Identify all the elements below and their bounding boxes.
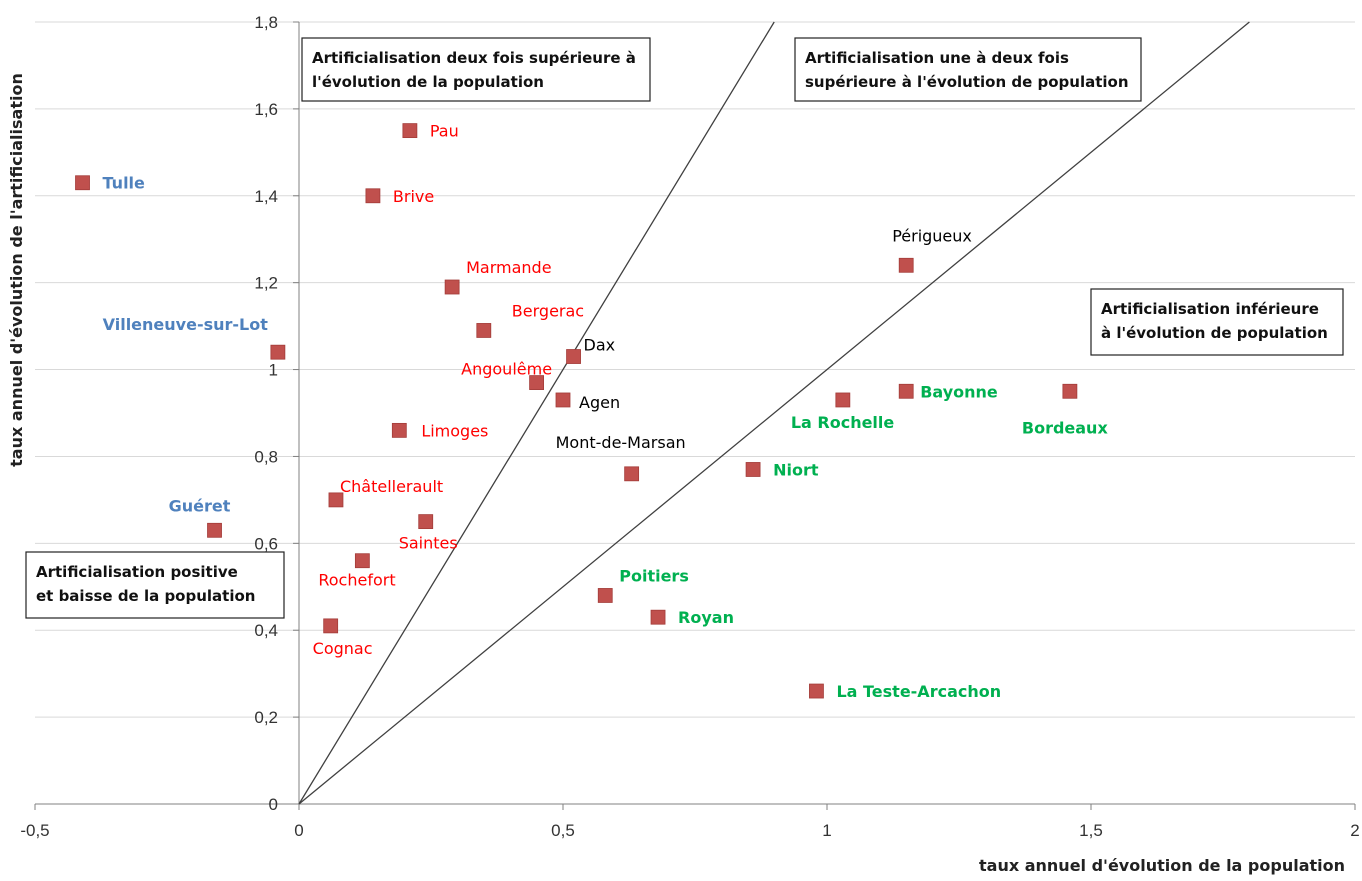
point-label: Bergerac [512, 301, 584, 320]
data-point [835, 392, 851, 408]
annotation-text: à l'évolution de population [1101, 324, 1328, 342]
data-point [597, 588, 613, 603]
point-label: Guéret [169, 496, 231, 515]
gridlines [35, 21, 1355, 718]
annotation-text: Artificialisation une à deux fois [805, 49, 1069, 67]
point-label: Villeneuve-sur-Lot [103, 315, 269, 334]
point-label: Tulle [103, 174, 146, 193]
x-tick-label: 1 [822, 821, 831, 840]
data-point [402, 123, 418, 139]
data-point [207, 522, 222, 538]
x-tick-label: 2 [1350, 821, 1359, 840]
point-label: Marmande [466, 258, 551, 277]
y-tick-label: 0 [269, 795, 278, 814]
point-label: La Teste-Arcachon [836, 682, 1001, 701]
data-point [745, 462, 761, 477]
data-point [365, 188, 381, 204]
annotation-text: Artificialisation deux fois supérieure à [312, 49, 636, 67]
y-tick-label: 1,6 [254, 100, 278, 119]
x-tick-label: 0 [294, 821, 303, 840]
x-tick-label: -0,5 [20, 821, 49, 840]
y-tick-label: 1 [269, 361, 278, 380]
data-point [328, 492, 344, 508]
x-axis-title: taux annuel d'évolution de la population [979, 856, 1345, 875]
point-label: Saintes [399, 534, 458, 553]
tick-labels: 0 0,2 0,4 0,6 0,8 1 1,2 1,4 1,6 1,8 -0,5 0 0,5 1 1,5 2 [20, 13, 1359, 840]
data-point [650, 609, 666, 625]
annotation-boxes: Artificialisation deux fois supérieure à… [25, 37, 1344, 619]
y-tick-label: 0,8 [254, 447, 278, 466]
annotation-text: et baisse de la population [36, 587, 255, 605]
annotation-box [25, 551, 285, 619]
point-labels: Tulle Villeneuve-sur-Lot Guéret Pau Brive Mar… [103, 122, 1109, 701]
y-tick-label: 0,4 [254, 621, 278, 640]
point-label: Cognac [313, 639, 373, 658]
annotation-text: l'évolution de la population [312, 73, 544, 91]
point-label: Angoulême [461, 360, 552, 379]
data-point [270, 344, 286, 360]
axes [34, 21, 1356, 810]
data-point [476, 323, 492, 338]
data-point [323, 618, 339, 634]
data-points [75, 123, 1078, 699]
point-label: Royan [678, 608, 734, 627]
y-tick-label: 0,2 [254, 708, 278, 727]
data-point [391, 422, 407, 438]
data-point [354, 553, 370, 569]
annotation-box [301, 37, 651, 102]
point-label: Poitiers [619, 566, 689, 585]
point-label: Périgueux [892, 226, 972, 245]
point-label: Limoges [421, 421, 488, 440]
x-tick-label: 0,5 [551, 821, 575, 840]
annotation-box [794, 37, 1142, 102]
data-point [898, 257, 914, 273]
data-point [1062, 383, 1078, 399]
data-point [529, 375, 544, 390]
point-label: Rochefort [318, 571, 395, 590]
data-point [555, 392, 571, 408]
point-label: Agen [579, 393, 620, 412]
data-point [809, 683, 824, 699]
point-label: Châtellerault [340, 477, 443, 496]
point-label: La Rochelle [791, 413, 895, 432]
data-point [624, 466, 640, 482]
point-label: Pau [430, 122, 459, 141]
annotation-text: supérieure à l'évolution de population [805, 73, 1129, 91]
annotation-box [1090, 288, 1344, 356]
data-point [418, 514, 434, 530]
point-label: Bordeaux [1022, 418, 1109, 437]
point-label: Niort [773, 460, 819, 479]
point-label: Dax [584, 336, 616, 355]
x-tick-label: 1,5 [1079, 821, 1103, 840]
y-axis-title: taux annuel d'évolution de l'artificiali… [7, 73, 26, 467]
data-point [566, 349, 581, 364]
y-tick-label: 1,2 [254, 274, 278, 293]
reference-line [298, 21, 1250, 805]
y-tick-label: 0,6 [254, 534, 278, 553]
annotation-text: Artificialisation inférieure [1101, 300, 1319, 318]
annotation-text: Artificialisation positive [36, 563, 238, 581]
reference-line [298, 21, 775, 805]
data-point [75, 175, 90, 191]
y-tick-label: 1,4 [254, 187, 278, 206]
point-label: Brive [393, 187, 434, 206]
data-point [444, 279, 460, 295]
point-label: Bayonne [920, 382, 998, 401]
point-label: Mont-de-Marsan [556, 433, 686, 452]
y-tick-label: 1,8 [254, 13, 278, 32]
reference-lines [298, 21, 1250, 805]
data-point [898, 383, 914, 399]
